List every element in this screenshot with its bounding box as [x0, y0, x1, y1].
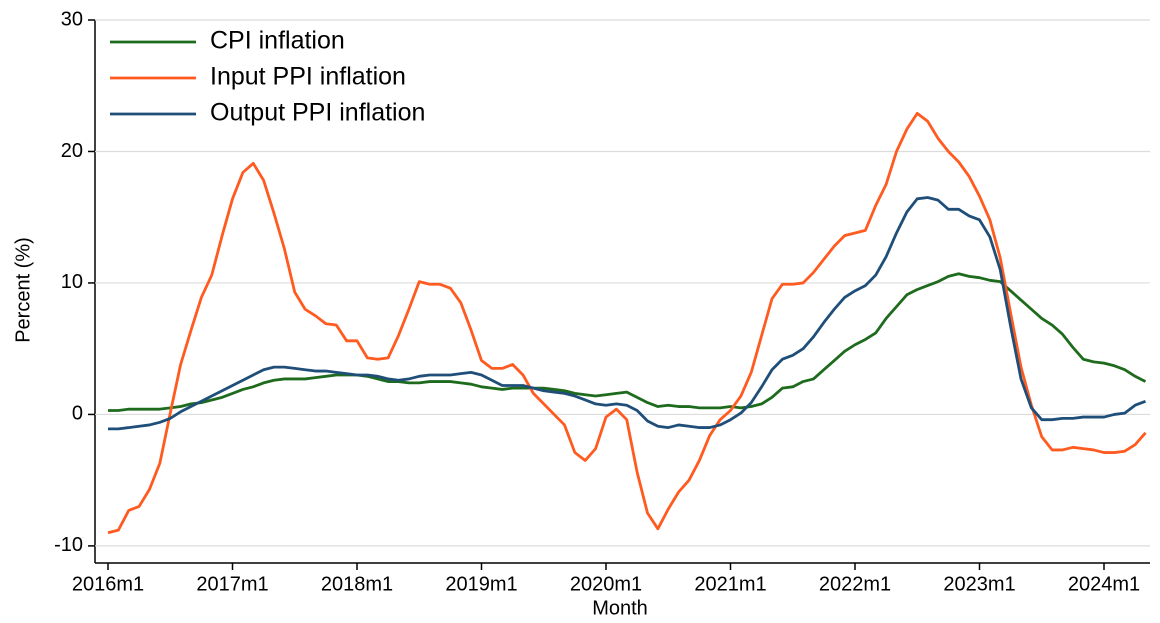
x-tick-label: 2024m1 — [1068, 573, 1140, 595]
y-tick-label: 20 — [61, 140, 83, 162]
y-axis-title: Percent (%) — [12, 237, 34, 343]
y-tick-label: 0 — [72, 403, 83, 425]
y-tick-label: 10 — [61, 271, 83, 293]
y-tick-label: -10 — [54, 534, 83, 556]
x-tick-label: 2018m1 — [321, 573, 393, 595]
x-tick-label: 2022m1 — [819, 573, 891, 595]
y-tick-label: 30 — [61, 8, 83, 30]
x-tick-label: 2021m1 — [694, 573, 766, 595]
legend-label: Output PPI inflation — [210, 99, 425, 127]
legend-label: Input PPI inflation — [210, 63, 406, 91]
x-tick-label: 2017m1 — [196, 573, 268, 595]
x-tick-label: 2023m1 — [943, 573, 1015, 595]
x-tick-label: 2019m1 — [445, 573, 517, 595]
series-line — [108, 272, 1147, 412]
legend-label: CPI inflation — [210, 27, 345, 55]
x-tick-label: 2016m1 — [72, 573, 144, 595]
x-axis-title: Month — [592, 597, 648, 619]
series-line — [108, 196, 1146, 431]
series-line — [107, 111, 1147, 535]
x-tick-label: 2020m1 — [570, 573, 642, 595]
